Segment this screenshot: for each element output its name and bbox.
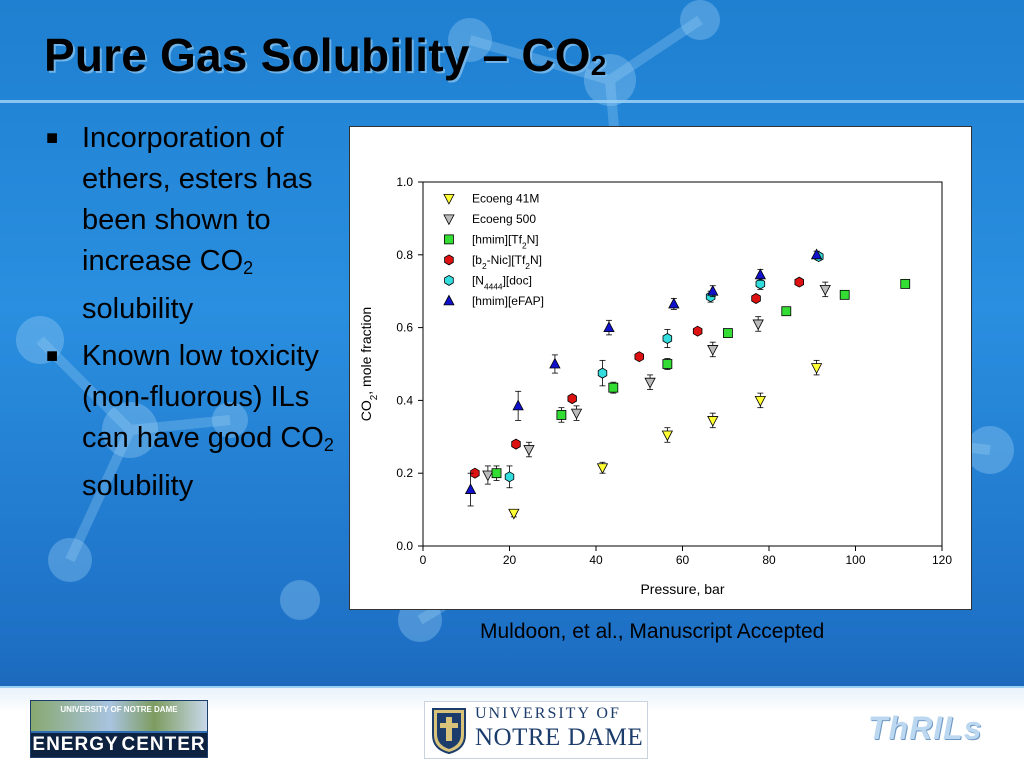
data-point [567, 393, 577, 405]
data-point [508, 508, 520, 520]
legend-label: [hmim][Tf2N] [472, 232, 539, 250]
notre-dame-seal-icon [432, 708, 466, 755]
chart-panel: 0 20 40 60 80 100 120 0.0 0.2 0.4 0.6 0.8 1.0 Pressur… [349, 126, 972, 610]
legend-label: Ecoeng 500 [472, 212, 536, 226]
data-point [549, 357, 561, 369]
y-tick-label: 1.0 [396, 175, 413, 189]
data-point [662, 359, 673, 369]
x-tick-label: 100 [845, 553, 865, 567]
x-tick-label: 0 [420, 553, 427, 567]
energy-center-wordmark: ENERGY CENTER [31, 733, 207, 757]
energy-center-top-text: UNIVERSITY OF NOTRE DAME [60, 705, 178, 714]
footer-divider [0, 686, 1024, 689]
legend-marker [444, 254, 454, 266]
legend-marker [443, 294, 455, 306]
legend-label: [b2-Nic][Tf2N] [472, 253, 542, 271]
bullet-marker-icon: ■ [46, 127, 59, 149]
center-word: CENTER [121, 734, 206, 755]
data-point [511, 438, 521, 450]
data-point [644, 377, 656, 389]
data-point [751, 293, 761, 304]
x-tick-label: 60 [676, 553, 690, 567]
x-tick-label: 120 [932, 553, 952, 567]
data-point [597, 367, 608, 379]
energy-center-logo: UNIVERSITY OF NOTRE DAME ENERGY CENTER [30, 700, 208, 758]
bullet-item: ■ Known low toxicity (non-fluorous) ILs c… [44, 336, 344, 507]
data-point [839, 289, 850, 300]
thrils-logo: ThRILs [868, 710, 983, 746]
y-tick-label: 0.2 [396, 466, 413, 480]
notre-dame-logo: UNIVERSITY OF NOTRE DAME [424, 701, 648, 759]
y-axis-label: CO2, mole fraction [358, 307, 380, 421]
y-tick-label: 0.6 [396, 321, 413, 335]
data-point [754, 268, 767, 280]
data-point [491, 468, 502, 479]
legend-label: [N4444][doc] [472, 273, 532, 291]
energy-word: ENERGY [32, 734, 119, 755]
citation: Muldoon, et al., Manuscript Accepted [480, 620, 825, 643]
data-point [754, 395, 767, 407]
x-tick-label: 40 [589, 553, 603, 567]
legend-label: Ecoeng 41M [472, 191, 539, 205]
y-tick-label: 0.8 [396, 248, 413, 262]
data-point [755, 278, 766, 290]
data-point [661, 430, 674, 442]
bullet-list: ■ Incorporation of ethers, esters has bee… [44, 118, 344, 513]
data-point [668, 297, 680, 309]
solubility-scatter-chart: 0 20 40 60 80 100 120 0.0 0.2 0.4 0.6 0.8 1.0 Pressur… [358, 175, 952, 597]
data-point [810, 248, 823, 260]
legend-marker [443, 193, 455, 205]
data-point [900, 279, 911, 289]
x-axis-label: Pressure, bar [640, 581, 724, 597]
data-point [810, 363, 823, 374]
legend-label: [hmim][eFAP] [472, 294, 544, 308]
bullet-marker-icon: ■ [46, 345, 59, 367]
notre-dame-line2: NOTRE DAME [475, 724, 644, 751]
slide-title: Pure Gas Solubility – CO2 [44, 29, 607, 81]
legend-marker [443, 214, 455, 226]
x-tick-label: 80 [762, 553, 776, 567]
data-point [464, 483, 477, 494]
data-point [794, 276, 805, 288]
data-point [723, 328, 733, 338]
data-point [523, 445, 535, 456]
data-point [556, 410, 567, 420]
data-point [596, 463, 609, 475]
data-point [470, 467, 480, 479]
data-point [608, 382, 619, 393]
data-point [707, 345, 719, 356]
legend-marker [444, 234, 454, 245]
data-point [752, 319, 764, 331]
data-point [662, 333, 673, 344]
bullet-item: ■ Incorporation of ethers, esters has bee… [44, 118, 344, 330]
data-point [707, 416, 719, 427]
data-point [570, 408, 583, 420]
data-point [482, 470, 494, 482]
notre-dame-line1: UNIVERSITY OF [475, 705, 621, 722]
x-tick-label: 20 [503, 553, 517, 567]
data-point [781, 306, 792, 317]
data-point [707, 284, 719, 296]
legend-marker [444, 274, 454, 286]
energy-center-photo [31, 701, 207, 731]
title-divider [0, 100, 1024, 103]
y-tick-label: 0.0 [396, 539, 413, 553]
data-point [819, 284, 831, 296]
data-point [692, 325, 703, 337]
data-point [512, 399, 524, 411]
data-point [634, 351, 645, 363]
data-point [603, 321, 615, 333]
data-point [504, 471, 515, 483]
y-tick-label: 0.4 [396, 393, 413, 407]
